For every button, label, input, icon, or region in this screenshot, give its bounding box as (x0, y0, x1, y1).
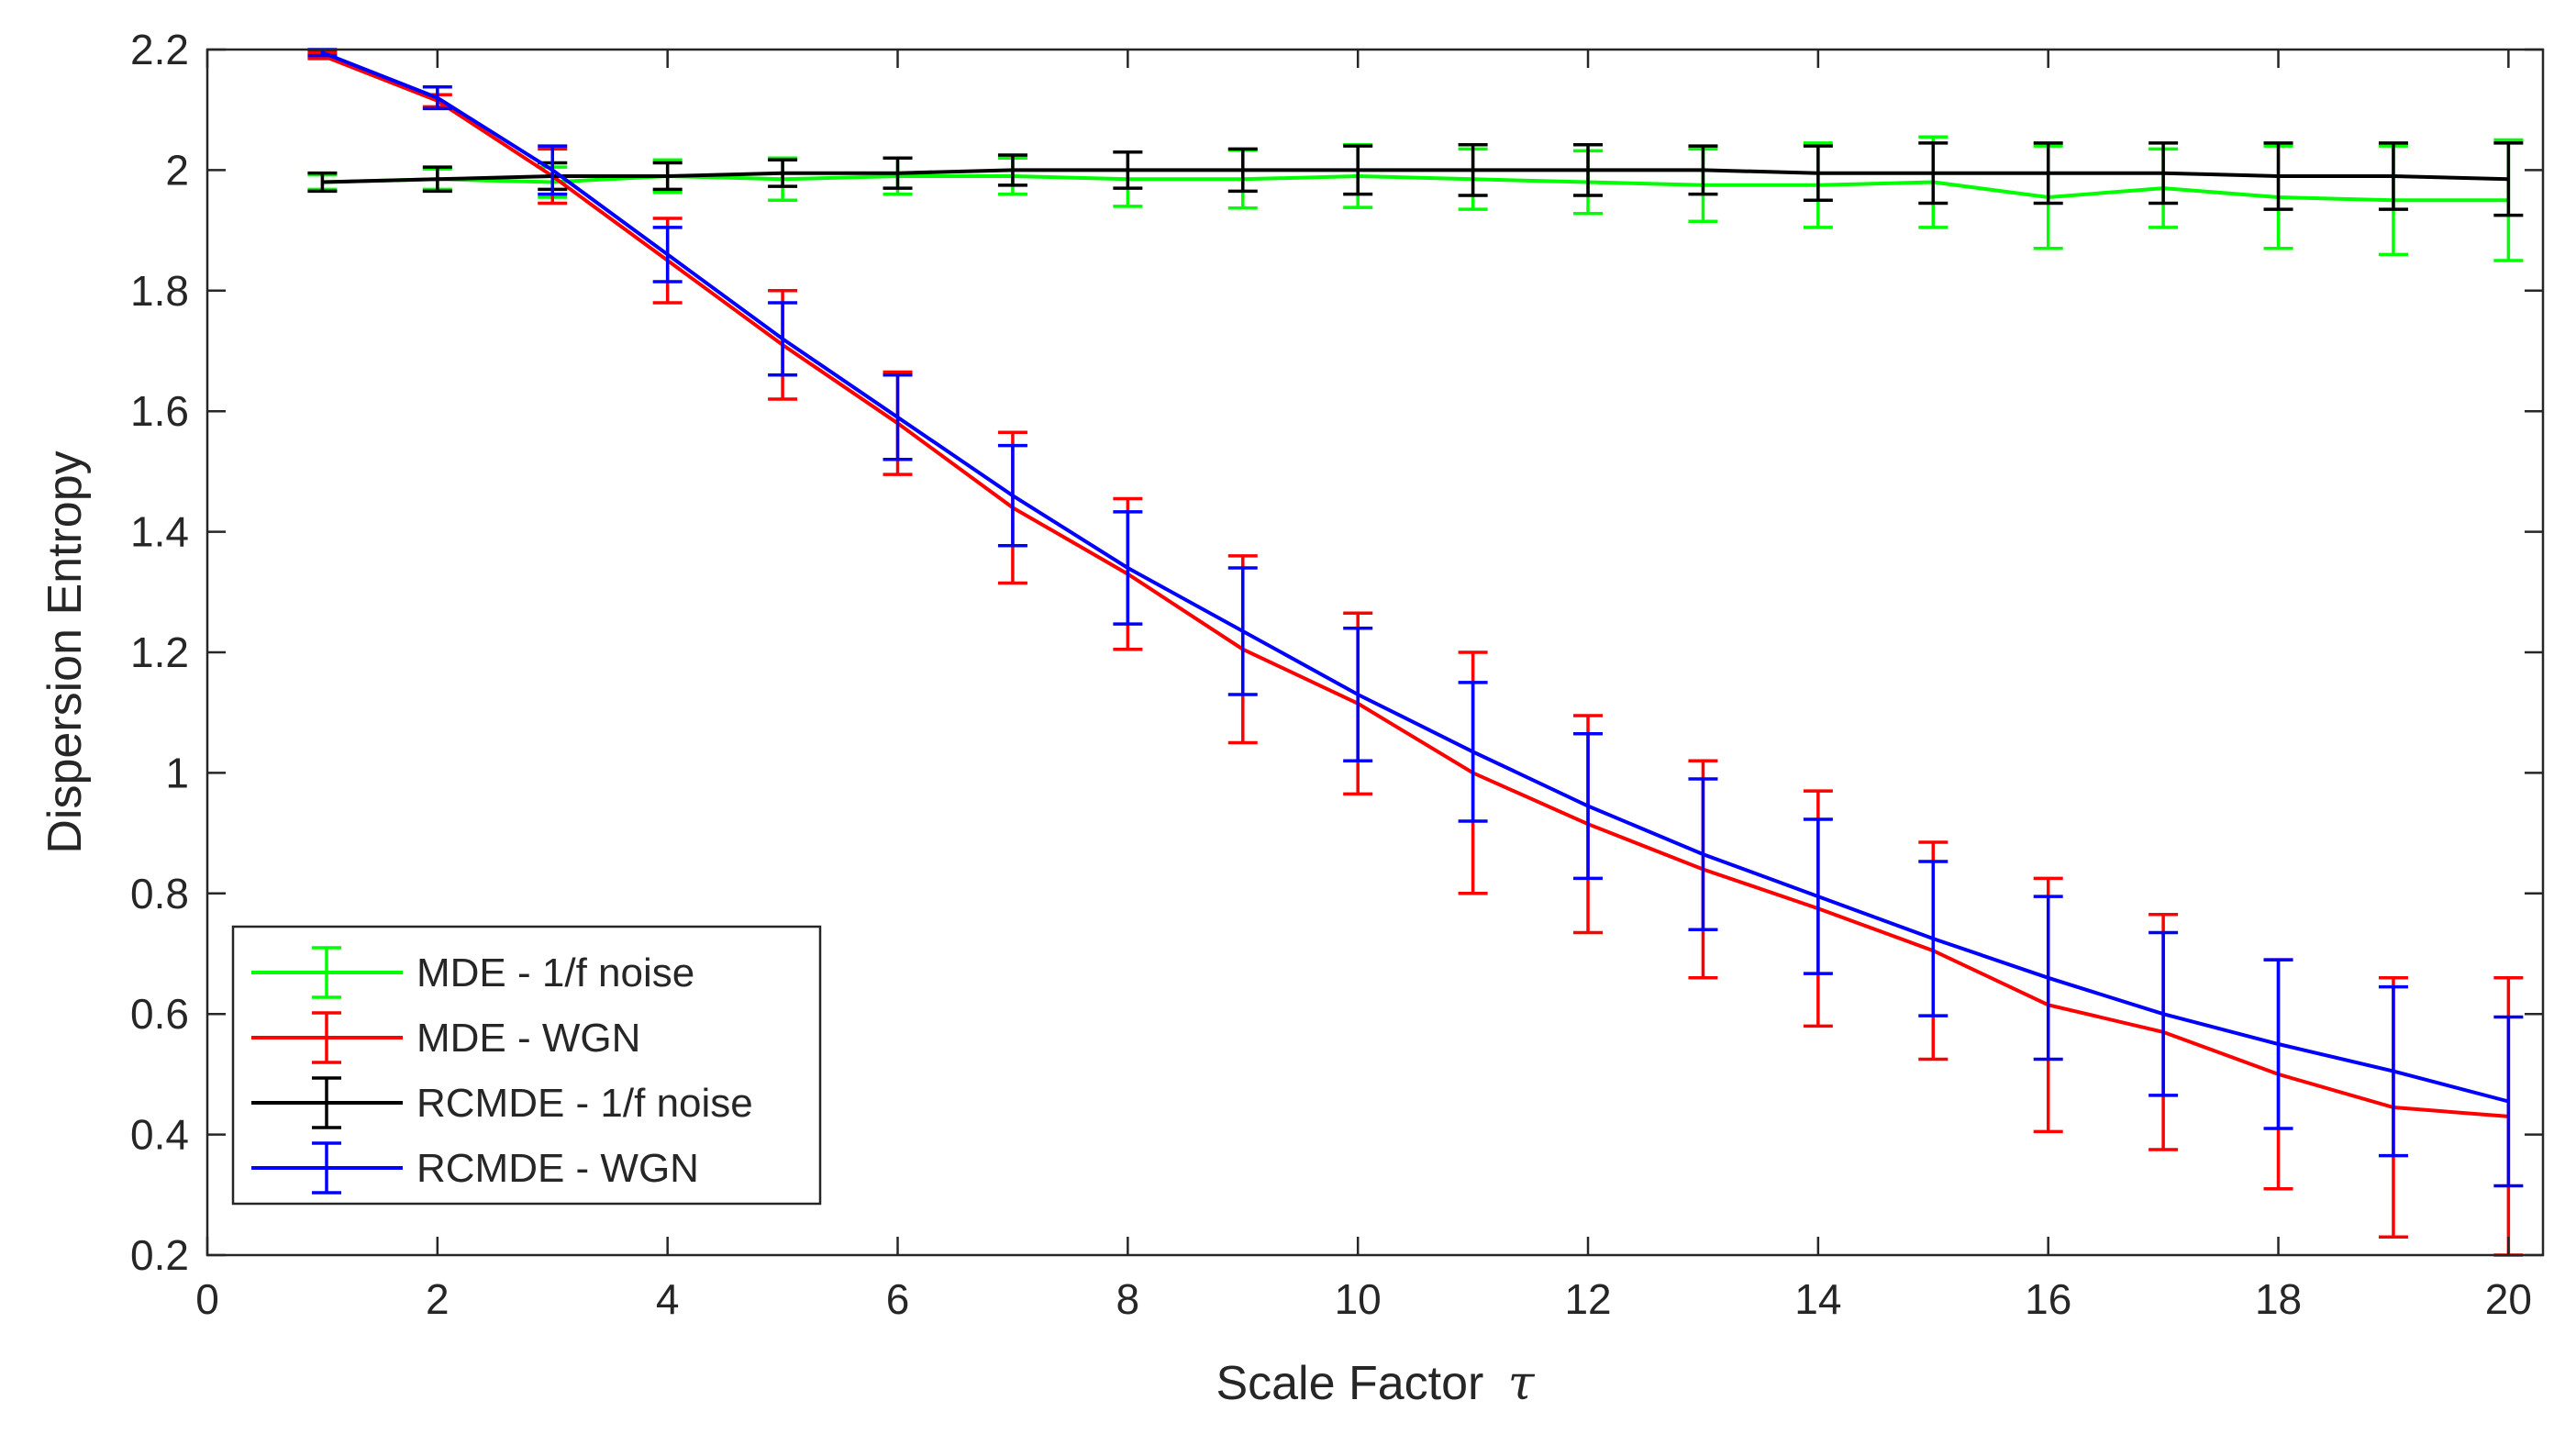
y-tick-label: 0.2 (130, 1231, 189, 1279)
legend-label: MDE - 1/f noise (416, 950, 694, 995)
legend: MDE - 1/f noise MDE - WGN RCMDE - 1/f nois… (231, 925, 822, 1206)
legend-label: MDE - WGN (416, 1016, 640, 1061)
legend-item: RCMDE - WGN (251, 1141, 699, 1195)
x-axis-title-text: Scale Factor (1216, 1357, 1483, 1410)
y-tick-label: 0.8 (130, 870, 189, 917)
legend-label: RCMDE - 1/f noise (416, 1081, 753, 1126)
y-tick-label: 2 (165, 146, 189, 194)
legend-item: MDE - WGN (251, 1011, 640, 1064)
x-tick-label: 12 (1564, 1275, 1611, 1323)
x-tick-label: 16 (2025, 1275, 2071, 1323)
y-tick-label: 0.6 (130, 990, 189, 1038)
x-tick-label: 6 (886, 1275, 910, 1323)
x-tick-label: 20 (2485, 1275, 2532, 1323)
x-tick-label: 14 (1794, 1275, 1841, 1323)
x-tick-label: 18 (2255, 1275, 2302, 1323)
y-tick-label: 0.4 (130, 1111, 189, 1159)
x-tick-label: 0 (195, 1275, 219, 1323)
x-tick-label: 2 (426, 1275, 450, 1323)
x-tick-label: 10 (1335, 1275, 1382, 1323)
y-tick-label: 1.6 (130, 387, 189, 435)
legend-item: MDE - 1/f noise (251, 946, 694, 999)
y-tick-label: 1 (165, 749, 189, 796)
x-tick-label: 4 (656, 1275, 680, 1323)
series-line (321, 53, 2509, 1118)
legend-label: RCMDE - WGN (416, 1146, 699, 1191)
y-tick-label: 2.2 (130, 26, 189, 73)
series-2 (307, 141, 2524, 217)
series-line (322, 168, 2509, 184)
axes-layer: 0 2 4 6 8 10 12 14 16 18 20 0.2 0.4 0.6 0.8 1 1.2 1.4 1.6 1… (130, 26, 2545, 1323)
series-line (321, 50, 2509, 1104)
x-axis-title-symbol: τ (1508, 1356, 1536, 1411)
x-tick-label: 8 (1116, 1275, 1140, 1323)
y-tick-label: 1.8 (130, 267, 189, 315)
x-axis-title: Scale Factor τ (1216, 1356, 1535, 1411)
y-axis-title: Dispersion Entropy (39, 450, 92, 853)
series-3 (307, 48, 2524, 1188)
y-tick-label: 1.2 (130, 628, 189, 676)
data-layer (307, 48, 2524, 1257)
y-tick-label: 1.4 (130, 508, 189, 556)
legend-item: RCMDE - 1/f noise (251, 1076, 753, 1129)
